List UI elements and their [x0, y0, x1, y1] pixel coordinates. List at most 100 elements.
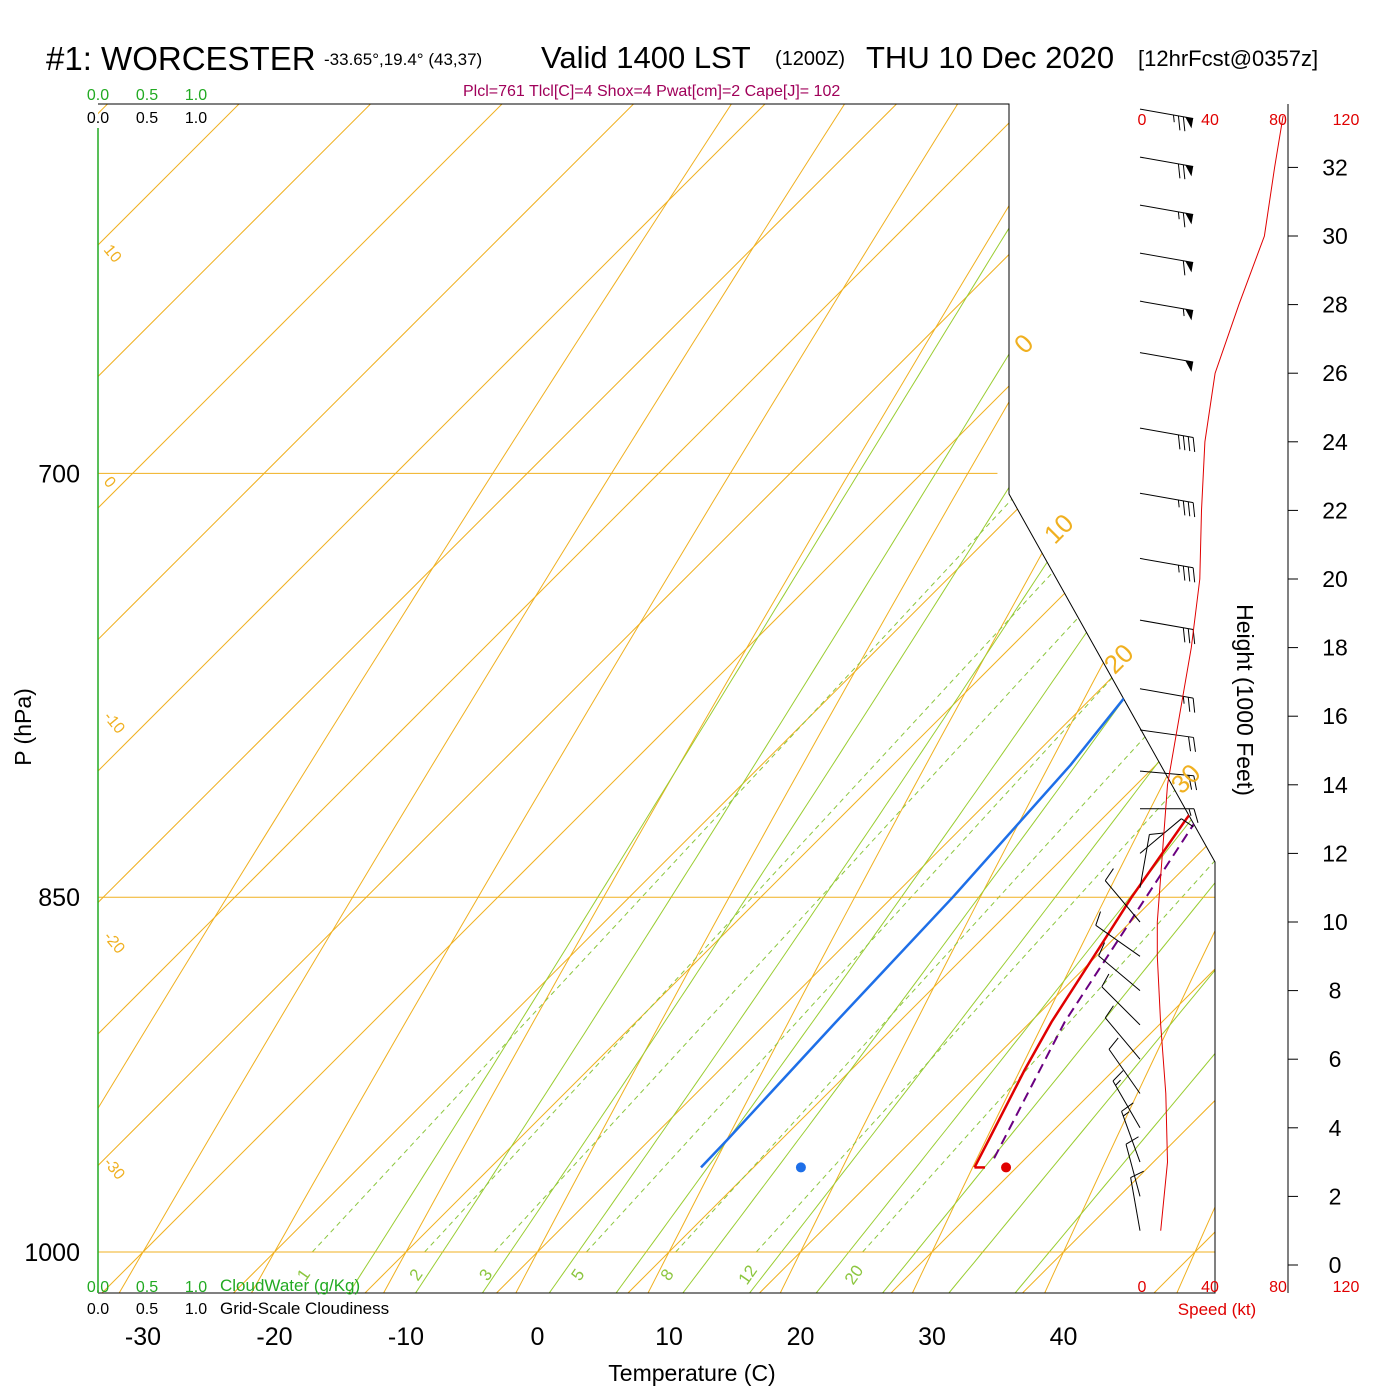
cloudwater-tick-bottom: 0.0 — [87, 1279, 109, 1296]
wind-barb — [1139, 729, 1196, 752]
wind-barb — [1139, 818, 1194, 854]
wind-barb-half — [1122, 1111, 1130, 1117]
isotherm-line — [1241, 0, 1400, 1338]
wind-barb-full — [1188, 736, 1192, 752]
wind-barb-full — [1112, 1070, 1124, 1082]
height-tick-label: 20 — [1322, 566, 1348, 592]
dry-adiabat-line — [1023, 104, 1215, 1293]
cloudiness-tick-bottom: 0.0 — [87, 1301, 109, 1318]
height-axis-title: Height (1000 Feet) — [1232, 604, 1258, 796]
mixing-ratio-line — [493, 104, 1215, 1253]
pressure-tick-label: 1000 — [24, 1239, 80, 1267]
mixing-ratio-line — [755, 104, 1215, 1253]
cloudiness-tick-top: 0.5 — [136, 110, 158, 127]
valid-time: Valid 1400 LST — [541, 40, 751, 75]
wind-barb-full — [1192, 698, 1196, 713]
wind-barb-half — [1177, 565, 1180, 573]
wind-barb-full — [1182, 212, 1186, 228]
wind-barb-full — [1187, 501, 1191, 517]
isotherm-label: -20 — [100, 929, 128, 958]
wind-barb-staff — [1101, 986, 1141, 1026]
moist-adiabat-line — [648, 104, 1215, 1293]
wind-barb-full — [1101, 973, 1110, 987]
wind-barb-flag — [1185, 165, 1194, 177]
temperature-trace — [973, 104, 1215, 1168]
wind-barb — [1139, 252, 1194, 276]
wind-barb-full — [1187, 628, 1191, 644]
wind-barb-full — [1187, 697, 1191, 712]
wind-barb — [1139, 156, 1194, 180]
moist-adiabat-line — [846, 104, 1215, 1293]
wind-barb-full — [1177, 163, 1181, 179]
wind-barb-full — [1187, 436, 1191, 452]
cloudiness-tick-bottom: 1.0 — [185, 1301, 207, 1318]
mixing-ratio-line — [675, 104, 1215, 1253]
pressure-tick-label: 700 — [38, 460, 80, 488]
wind-barb-full — [1095, 911, 1101, 926]
wind-barb-staff — [1139, 252, 1194, 264]
moist-adiabat-line — [582, 104, 1215, 1293]
wind-barb-staff — [1108, 1048, 1141, 1094]
forecast-date: THU 10 Dec 2020 — [866, 40, 1115, 75]
height-tick-label: 4 — [1329, 1115, 1342, 1141]
isotherm-line — [451, 104, 1215, 1293]
cloudwater-tick-top: 0.0 — [87, 87, 109, 104]
cloudiness-tick-top: 0.0 — [87, 110, 109, 127]
wind-barb-staff — [1139, 834, 1150, 888]
height-tick-label: 0 — [1329, 1252, 1342, 1278]
wind-barb-staff — [1139, 688, 1194, 699]
wind-barb — [1104, 1005, 1141, 1060]
wind-barb-staff — [1139, 352, 1194, 363]
dewpoint-trace — [700, 104, 1215, 1169]
height-tick-label: 30 — [1322, 223, 1348, 249]
wind-barb-full — [1192, 437, 1196, 452]
wind-barb-full — [1182, 435, 1186, 451]
wind-barb-flag — [1185, 261, 1194, 273]
wind-barb — [1098, 942, 1141, 991]
wind-barb-half — [1172, 114, 1175, 123]
speed-tick-bottom: 40 — [1201, 1279, 1219, 1296]
forecast-info: [12hrFcst@0357z] — [1138, 46, 1319, 71]
dry-adiabat-line — [98, 104, 1215, 1293]
wind-barb-half — [1182, 308, 1185, 317]
wind-barb — [1139, 557, 1196, 583]
station-title: #1: WORCESTER — [46, 40, 316, 77]
wind-barb — [1130, 1170, 1144, 1231]
speed-profile — [1156, 115, 1284, 1231]
speed-tick-bottom: 80 — [1269, 1279, 1287, 1296]
wind-barb-staff — [1112, 1080, 1141, 1129]
wind-barb-staff — [1130, 1177, 1141, 1231]
wind-barb — [1121, 1102, 1141, 1163]
wind-barb-full — [1182, 260, 1186, 276]
temperature-tick-label: -20 — [256, 1323, 292, 1351]
wind-barb-full — [1192, 737, 1196, 752]
speed-tick-top: 0 — [1138, 112, 1147, 129]
wind-barb-flag — [1185, 213, 1194, 225]
wind-barb-half — [1188, 808, 1192, 816]
temperature-tick-label: 20 — [787, 1323, 815, 1351]
wind-barb — [1104, 868, 1141, 923]
dry-adiabat-line — [890, 104, 1215, 1293]
wind-barb-full — [1104, 868, 1114, 881]
height-tick-label: 24 — [1322, 429, 1348, 455]
isotherm-line — [188, 104, 1215, 1293]
speed-tick-top: 120 — [1333, 112, 1360, 129]
theta-label: 20 — [1098, 638, 1140, 680]
cloudwater-tick-top: 1.0 — [185, 87, 207, 104]
wind-barb-full — [1182, 164, 1186, 180]
wind-barb-full — [1187, 566, 1191, 582]
height-tick-label: 18 — [1322, 635, 1348, 661]
wind-barb — [1108, 1037, 1141, 1094]
height-tick-label: 32 — [1322, 154, 1348, 180]
cloudwater-label: CloudWater (g/Kg) — [220, 1276, 360, 1295]
wind-barb-half — [1182, 696, 1185, 704]
moist-adiabat-line — [911, 104, 1215, 1293]
wind-barb-half — [1177, 211, 1180, 220]
wind-barb — [1139, 832, 1164, 888]
wind-barb — [1139, 770, 1198, 791]
isotherm-line — [583, 104, 1215, 1293]
wind-barb-flag — [1185, 309, 1194, 321]
mixing-ratio-label: 3 — [475, 1266, 496, 1285]
speed-tick-bottom: 120 — [1333, 1279, 1360, 1296]
height-tick-label: 14 — [1322, 772, 1348, 798]
